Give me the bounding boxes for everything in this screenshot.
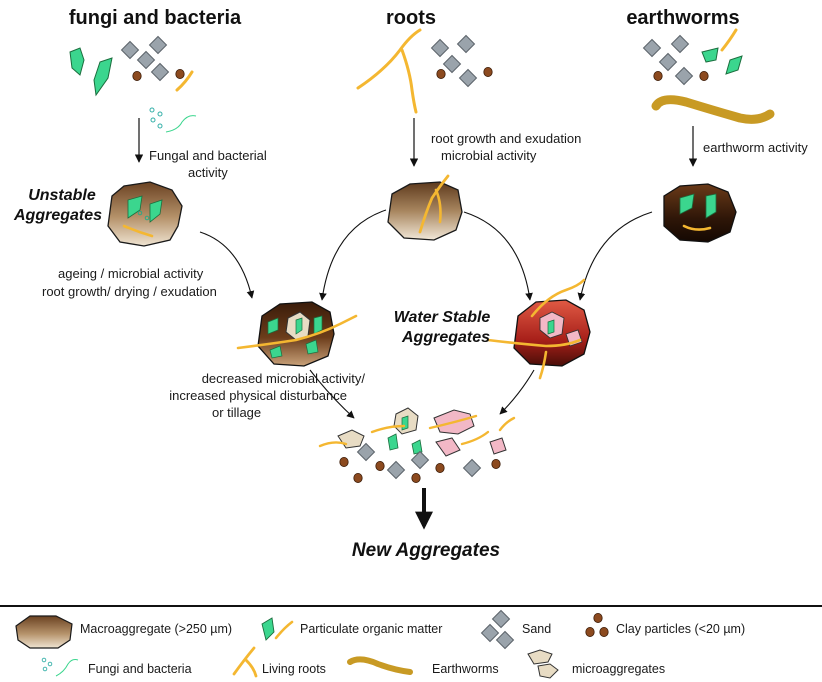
legend-fungi-icon: [41, 657, 79, 677]
legend-fungi: Fungi and bacteria: [88, 662, 192, 676]
legend-clay: Clay particles (<20 µm): [616, 622, 745, 636]
legend-macroaggregate-icon: [15, 615, 73, 649]
dark-mixed-aggregate: [236, 301, 358, 367]
label-physical-disturbance: increased physical disturbance: [169, 388, 347, 403]
label-earthworm-activity: earthworm activity: [703, 140, 808, 155]
legend-clay-icon: [585, 613, 609, 637]
root-aggregate: [387, 174, 463, 241]
label-fungal-activity-2: activity: [188, 165, 228, 180]
roots-source-cluster: [356, 28, 493, 114]
legend-micro: microaggregates: [572, 662, 665, 676]
header-roots: roots: [386, 7, 436, 29]
fungi-source-cluster: [69, 36, 197, 133]
arrow-root-to-dark: [319, 209, 387, 301]
unstable-aggregate: [107, 181, 183, 247]
legend-pom-icon: [261, 617, 275, 641]
legend-sand: Sand: [522, 622, 551, 636]
header-earthworms: earthworms: [626, 7, 739, 29]
header-fungi-bacteria: fungi and bacteria: [69, 7, 242, 29]
label-unstable: Unstable: [28, 187, 96, 204]
legend-sand-icon: [481, 610, 514, 649]
label-root-microbial: microbial activity: [441, 148, 537, 163]
label-fungal-activity-1: Fungal and bacterial: [149, 148, 267, 163]
arrow-red-to-breakdown: [499, 369, 535, 415]
arrow-dark-to-breakdown: [309, 369, 355, 419]
label-water-stable: Water Stable: [394, 309, 491, 326]
legend-roots-icon: [232, 646, 258, 678]
legend: Macroaggregate (>250 µm) Particulate org…: [15, 610, 745, 679]
legend-earthworms: Earthworms: [432, 662, 499, 676]
legend-pom: Particulate organic matter: [300, 622, 442, 636]
legend-earthworm-icon: [347, 656, 413, 675]
label-root-drying: root growth/ drying / exudation: [42, 284, 217, 299]
label-ageing: ageing / microbial activity: [58, 266, 204, 281]
legend-macroaggregate: Macroaggregate (>250 µm): [80, 622, 232, 636]
label-root-growth: root growth and exudation: [431, 131, 581, 146]
arrow-unstable-to-dark: [199, 231, 255, 299]
arrow-earthworm-to-red: [577, 211, 653, 301]
breakdown-cluster: [318, 407, 516, 484]
label-new-aggregates: New Aggregates: [352, 540, 500, 561]
earthworm-source-cluster: [643, 28, 775, 124]
earthworm-aggregate: [663, 183, 737, 243]
arrow-root-to-red: [463, 211, 533, 301]
label-unstable-aggregates: Aggregates: [13, 207, 102, 224]
water-stable-aggregate: [486, 278, 591, 380]
legend-micro-icon: [527, 649, 559, 679]
label-water-stable-aggregates: Aggregates: [401, 329, 490, 346]
label-decreased-activity: decreased microbial activity/: [202, 371, 366, 386]
legend-roots: Living roots: [262, 662, 326, 676]
label-tillage: or tillage: [212, 405, 261, 420]
